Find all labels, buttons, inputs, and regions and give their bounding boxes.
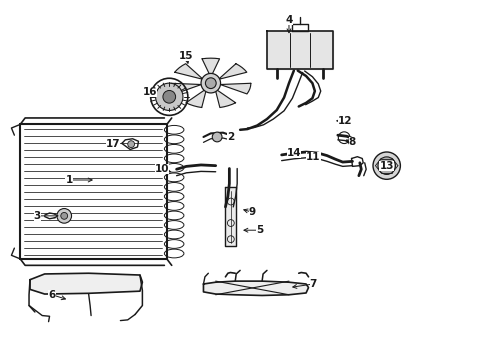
Text: 11: 11 — [306, 152, 320, 162]
Text: 8: 8 — [349, 138, 356, 147]
Polygon shape — [175, 64, 203, 79]
Text: 5: 5 — [256, 225, 263, 235]
Circle shape — [383, 162, 391, 170]
Text: 9: 9 — [249, 207, 256, 217]
Polygon shape — [186, 89, 207, 108]
Text: 17: 17 — [106, 139, 121, 149]
Text: 13: 13 — [379, 161, 394, 171]
Circle shape — [373, 152, 400, 179]
Circle shape — [156, 83, 183, 111]
Circle shape — [201, 73, 220, 93]
Circle shape — [61, 212, 68, 219]
Text: 10: 10 — [155, 164, 169, 174]
Text: 14: 14 — [287, 148, 301, 158]
Circle shape — [205, 78, 216, 89]
Text: 16: 16 — [143, 87, 157, 97]
Text: 6: 6 — [49, 290, 56, 300]
Text: 1: 1 — [66, 175, 73, 185]
Text: 12: 12 — [338, 116, 352, 126]
Polygon shape — [220, 83, 251, 94]
Polygon shape — [171, 83, 201, 94]
Text: 2: 2 — [227, 132, 234, 142]
Polygon shape — [215, 89, 236, 108]
Text: 4: 4 — [285, 15, 293, 26]
Polygon shape — [30, 273, 143, 294]
Circle shape — [163, 90, 175, 103]
Text: 3: 3 — [34, 211, 41, 221]
Polygon shape — [203, 281, 309, 296]
Text: 15: 15 — [179, 51, 194, 61]
Polygon shape — [267, 31, 333, 69]
Circle shape — [128, 141, 135, 148]
Circle shape — [57, 208, 72, 223]
Text: 7: 7 — [310, 279, 317, 289]
Polygon shape — [225, 187, 236, 246]
Polygon shape — [219, 64, 247, 79]
Circle shape — [378, 157, 395, 175]
Circle shape — [212, 132, 222, 142]
Polygon shape — [202, 58, 220, 77]
